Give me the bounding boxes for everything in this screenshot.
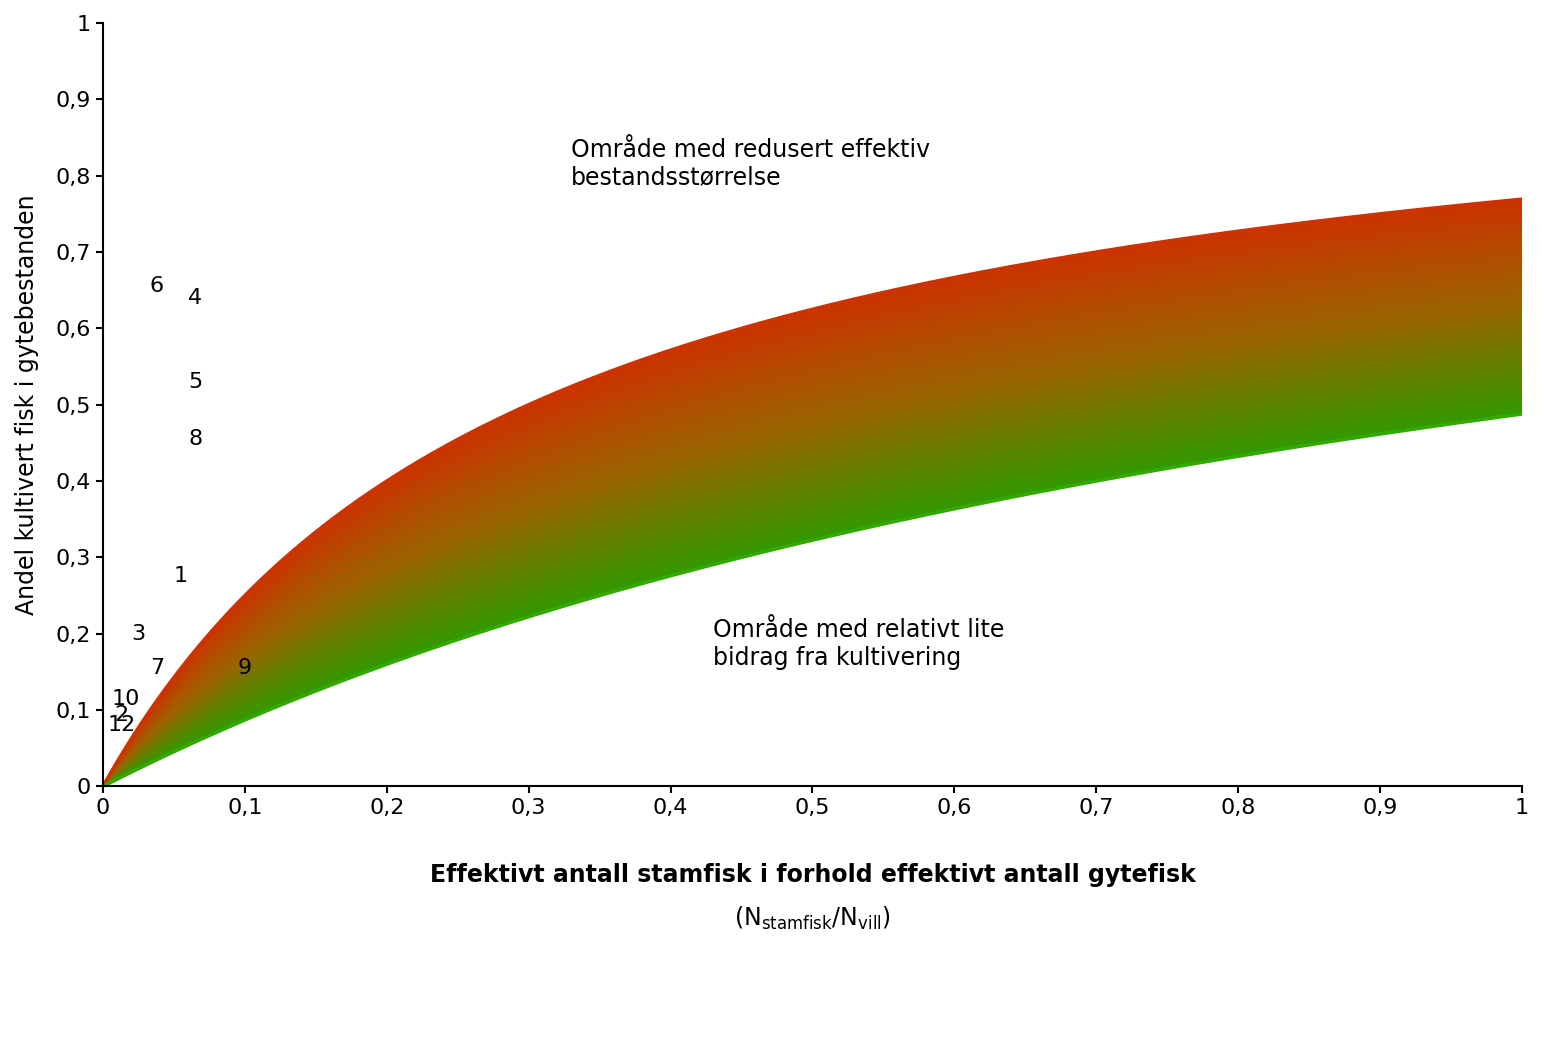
Text: 8: 8 <box>188 429 202 449</box>
Text: 4: 4 <box>188 288 202 308</box>
Text: 3: 3 <box>131 624 145 643</box>
Text: Område med relativt lite
bidrag fra kultivering: Område med relativt lite bidrag fra kult… <box>713 618 1005 671</box>
Text: 1: 1 <box>174 567 188 587</box>
Text: 12: 12 <box>107 716 136 736</box>
Text: 7: 7 <box>150 658 164 678</box>
Text: 5: 5 <box>188 372 202 392</box>
Text: Effektivt antall stamfisk i forhold effektivt antall gytefisk: Effektivt antall stamfisk i forhold effe… <box>429 863 1195 887</box>
Text: 10: 10 <box>111 689 141 708</box>
Text: (N$_{\mathregular{stamfisk}}$/N$_{\mathregular{vill}}$): (N$_{\mathregular{stamfisk}}$/N$_{\mathr… <box>733 904 891 932</box>
Text: 6: 6 <box>150 277 164 297</box>
Text: Område med redusert effektiv
bestandsstørrelse: Område med redusert effektiv bestandsstø… <box>571 137 931 190</box>
Text: 9: 9 <box>238 658 252 678</box>
Text: 2: 2 <box>114 705 128 725</box>
Y-axis label: Andel kultivert fisk i gytebestanden: Andel kultivert fisk i gytebestanden <box>15 194 39 615</box>
